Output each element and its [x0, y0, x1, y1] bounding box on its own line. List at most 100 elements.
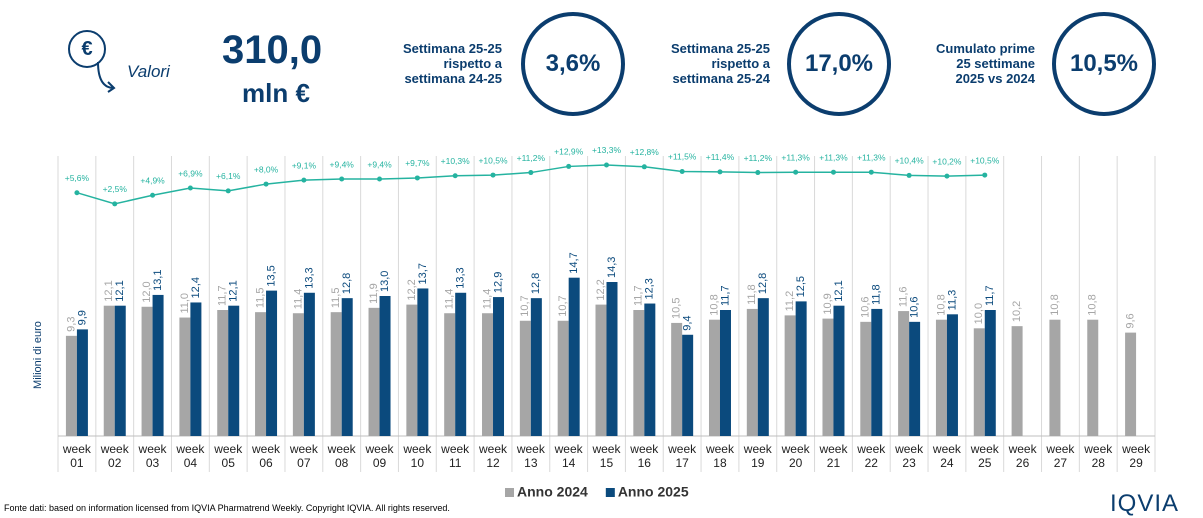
growth-label: +10,5% — [970, 155, 1000, 165]
bar — [482, 313, 494, 436]
growth-label: +10,5% — [478, 155, 508, 165]
value-label: 10,2 — [1011, 301, 1023, 322]
arrow-icon — [97, 61, 116, 93]
growth-point — [641, 164, 647, 170]
x-tick-label: week 26 — [1008, 442, 1037, 470]
x-tick-label: week 15 — [592, 442, 621, 470]
bar — [633, 310, 645, 436]
value-label: 10,5 — [671, 298, 683, 319]
x-tick-label: week 01 — [62, 442, 91, 470]
value-label: 9,9 — [76, 310, 88, 325]
bar — [973, 328, 985, 436]
growth-point — [755, 170, 761, 176]
bar — [493, 297, 505, 436]
value-label: 12,8 — [530, 273, 542, 294]
bar — [1125, 332, 1137, 436]
bar — [946, 314, 958, 436]
bar — [595, 304, 607, 436]
value-label: 11,2 — [784, 291, 796, 312]
value-label: 10,8 — [1087, 294, 1099, 315]
value-label: 13,3 — [455, 267, 467, 288]
value-label: 11,4 — [292, 289, 304, 310]
x-tick-label: week 02 — [100, 442, 129, 470]
growth-point — [112, 201, 118, 207]
growth-label: +11,3% — [781, 152, 810, 162]
value-label: 11,7 — [633, 285, 645, 306]
bar — [292, 313, 304, 436]
value-label: 11,4 — [444, 289, 456, 310]
bar — [368, 307, 380, 436]
bar — [557, 320, 569, 436]
value-label: 10,9 — [822, 293, 834, 314]
bar — [833, 305, 845, 436]
growth-label: +10,2% — [932, 156, 962, 166]
x-tick-label: week 25 — [970, 442, 999, 470]
value-label: 10,7 — [519, 295, 531, 316]
value-label: 11,3 — [946, 290, 958, 311]
value-label: 14,7 — [568, 252, 580, 273]
growth-point — [74, 190, 80, 196]
x-tick-label: week 19 — [743, 442, 772, 470]
growth-point — [717, 169, 723, 175]
value-label: 9,6 — [1124, 313, 1136, 328]
growth-point — [377, 176, 383, 182]
growth-label: +5,6% — [65, 173, 90, 183]
kpi-circle: 3,6% — [521, 12, 625, 116]
value-label: 9,4 — [682, 315, 694, 330]
growth-point — [566, 163, 572, 169]
growth-point — [679, 168, 685, 174]
bar — [65, 335, 77, 436]
bar — [644, 303, 656, 436]
kpi-line: settimana 24-25 — [404, 71, 502, 86]
value-label: 11,7 — [719, 285, 731, 306]
x-tick-label: week 23 — [895, 442, 924, 470]
value-label: 11,8 — [746, 284, 758, 305]
kpi-value: 310,0 — [222, 28, 323, 72]
bar — [1087, 319, 1099, 436]
bar — [871, 308, 883, 436]
growth-label: +11,3% — [819, 152, 848, 162]
bar — [379, 296, 391, 436]
growth-point — [793, 169, 799, 175]
growth-point — [452, 173, 458, 179]
value-label: 10,0 — [973, 303, 985, 324]
kpi-line: rispetto a — [443, 56, 502, 71]
x-tick-label: week 24 — [932, 442, 961, 470]
bar — [179, 317, 191, 436]
growth-point — [868, 169, 874, 175]
value-label: 12,4 — [190, 277, 202, 298]
kpi-line: Settimana 25-25 — [403, 41, 502, 56]
bar — [795, 301, 807, 436]
growth-label: +12,9% — [554, 147, 584, 157]
growth-point — [150, 192, 156, 198]
bar — [708, 319, 720, 436]
value-label: 12,8 — [757, 273, 769, 294]
kpi-line: 25 settimane — [956, 56, 1035, 71]
x-tick-label: week 10 — [403, 442, 432, 470]
value-label: 13,1 — [152, 270, 164, 291]
bar — [266, 290, 278, 436]
bar — [341, 298, 353, 436]
bar — [1049, 319, 1061, 436]
kpi-text: Cumulato prime 25 settimane 2025 vs 2024 — [885, 41, 1035, 86]
value-label: 12,1 — [103, 280, 115, 301]
bar — [530, 298, 542, 436]
bar — [719, 310, 731, 436]
growth-label: +9,7% — [405, 158, 430, 168]
value-label: 12,8 — [341, 273, 353, 294]
kpi-unit: mln € — [242, 78, 310, 108]
growth-label: +8,0% — [254, 164, 279, 174]
bar — [860, 321, 872, 436]
bar — [255, 312, 267, 436]
source: Fonte dati: based on information license… — [4, 503, 450, 513]
growth-point — [944, 173, 950, 179]
value-label: 12,2 — [406, 279, 418, 300]
kpi-circle: 17,0% — [787, 12, 891, 116]
growth-point — [414, 175, 420, 181]
bar — [152, 294, 164, 436]
bar — [784, 315, 796, 436]
bar — [141, 306, 153, 436]
kpi-circle: 10,5% — [1052, 12, 1156, 116]
growth-point — [528, 170, 534, 176]
x-tick-label: week 22 — [857, 442, 886, 470]
